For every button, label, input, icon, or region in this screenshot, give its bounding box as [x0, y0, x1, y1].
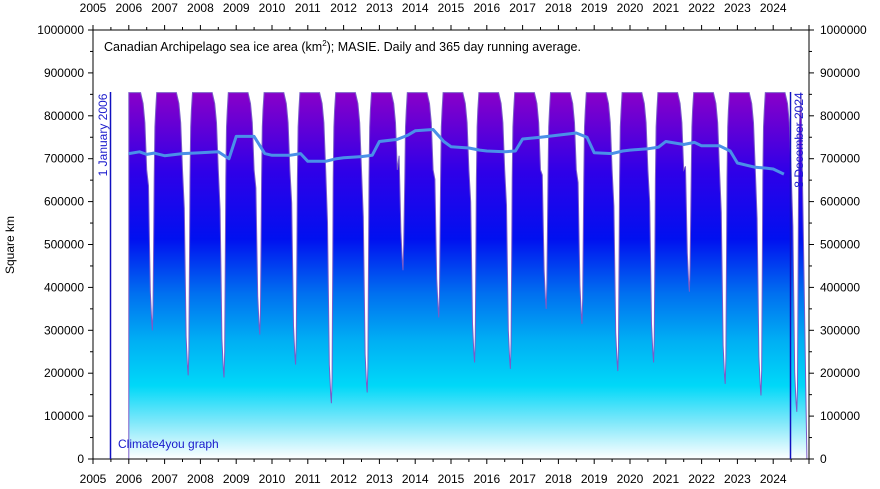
- daily-area: [128, 92, 808, 459]
- x-tick-label-top: 2010: [259, 1, 286, 15]
- x-tick-labels-bottom: 2005 2006 2007 2008 2009 2010 2011 2012 2013 2014…: [80, 472, 787, 486]
- y-tick-label: 700000: [44, 152, 84, 166]
- x-tick-label-top: 2023: [724, 1, 751, 15]
- y-tick-label: 1000000: [37, 23, 84, 37]
- plot-frame: [92, 29, 810, 460]
- x-tick-label-bottom: 2019: [581, 472, 608, 486]
- y-tick-label: 100000: [44, 409, 84, 423]
- x-tick-label-bottom: 2017: [509, 472, 536, 486]
- end-date-label: 8 December 2024: [792, 92, 806, 188]
- x-tick-label-top: 2012: [330, 1, 357, 15]
- x-tick-label-bottom: 2010: [259, 472, 286, 486]
- y-tick-label: 300000: [820, 323, 860, 337]
- x-tick-label-top: 2024: [760, 1, 787, 15]
- y-tick-label: 400000: [820, 280, 860, 294]
- x-tick-label-bottom: 2006: [115, 472, 142, 486]
- x-tick-label-bottom: 2013: [366, 472, 393, 486]
- x-tick-label-top: 2020: [617, 1, 644, 15]
- credit-label: Climate4you graph: [118, 437, 219, 451]
- start-date-label: 1 January 2006: [96, 93, 110, 176]
- x-tick-label-top: 2019: [581, 1, 608, 15]
- x-tick-label-top: 2009: [223, 1, 250, 15]
- y-tick-label: 1000000: [820, 23, 867, 37]
- y-tick-label: 600000: [44, 195, 84, 209]
- y-tick-label: 900000: [820, 66, 860, 80]
- x-tick-label-top: 2005: [80, 1, 107, 15]
- x-tick-label-top: 2016: [473, 1, 500, 15]
- x-tick-label-bottom: 2016: [473, 472, 500, 486]
- x-tick-label-top: 2008: [187, 1, 214, 15]
- y-tick-label: 100000: [820, 409, 860, 423]
- y-tick-label: 400000: [44, 280, 84, 294]
- tick-layer: [88, 25, 814, 464]
- x-tick-label-bottom: 2023: [724, 472, 751, 486]
- x-tick-label-bottom: 2009: [223, 472, 250, 486]
- y-tick-label: 300000: [44, 323, 84, 337]
- y-tick-label: 0: [820, 452, 827, 466]
- x-tick-label-bottom: 2015: [438, 472, 465, 486]
- x-tick-label-bottom: 2024: [760, 472, 787, 486]
- x-tick-label-top: 2014: [402, 1, 429, 15]
- x-tick-label-bottom: 2012: [330, 472, 357, 486]
- y-tick-label: 800000: [820, 109, 860, 123]
- y-axis-label: Square km: [3, 216, 17, 274]
- x-tick-label-bottom: 2022: [688, 472, 715, 486]
- y-tick-label: 900000: [44, 66, 84, 80]
- y-tick-label: 200000: [44, 366, 84, 380]
- y-tick-label: 600000: [820, 195, 860, 209]
- y-tick-label: 800000: [44, 109, 84, 123]
- y-tick-label: 200000: [820, 366, 860, 380]
- x-tick-label-top: 2013: [366, 1, 393, 15]
- x-tick-label-top: 2011: [295, 1, 321, 15]
- y-tick-label: 0: [77, 452, 84, 466]
- running-average-line: [128, 128, 785, 176]
- x-tick-label-top: 2015: [438, 1, 465, 15]
- x-tick-label-top: 2017: [509, 1, 536, 15]
- y-tick-label: 500000: [44, 238, 84, 252]
- y-tick-labels-left: 0 100000 200000 300000 400000 500000 600000 700…: [37, 23, 84, 466]
- y-tick-label: 500000: [820, 238, 860, 252]
- x-tick-label-bottom: 2020: [617, 472, 644, 486]
- x-tick-label-top: 2006: [115, 1, 142, 15]
- daily-area-layer: [128, 92, 808, 459]
- x-tick-labels-top: 2005 2006 2007 2008 2009 2010 2011 2012 2013 2014…: [80, 1, 787, 15]
- y-tick-label: 700000: [820, 152, 860, 166]
- x-tick-label-bottom: 2014: [402, 472, 429, 486]
- x-tick-label-bottom: 2011: [295, 472, 321, 486]
- x-tick-label-top: 2021: [652, 1, 679, 15]
- x-tick-label-bottom: 2007: [151, 472, 178, 486]
- x-tick-label-top: 2022: [688, 1, 715, 15]
- x-tick-label-bottom: 2008: [187, 472, 214, 486]
- y-tick-labels-right: 0 100000 200000 300000 400000 500000 600000 700…: [820, 23, 867, 466]
- chart-title: Canadian Archipelago sea ice area (km2);…: [104, 39, 581, 54]
- x-tick-label-bottom: 2018: [545, 472, 572, 486]
- x-tick-label-top: 2018: [545, 1, 572, 15]
- x-tick-label-top: 2007: [151, 1, 178, 15]
- x-tick-label-bottom: 2005: [80, 472, 107, 486]
- x-tick-label-bottom: 2021: [652, 472, 679, 486]
